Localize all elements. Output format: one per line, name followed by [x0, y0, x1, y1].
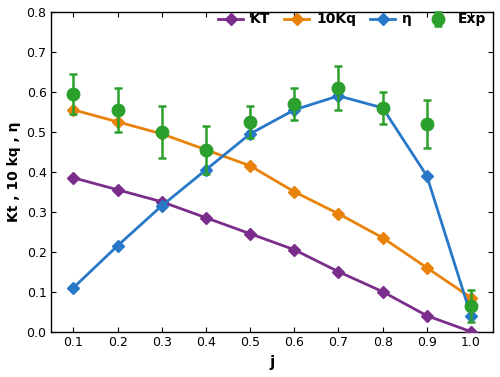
η — [203, 167, 209, 172]
10Kq — [159, 132, 165, 136]
KT — [203, 216, 209, 220]
Y-axis label: Kt , 10 kq , η: Kt , 10 kq , η — [7, 121, 21, 222]
η — [336, 93, 342, 98]
η — [292, 107, 298, 112]
η — [468, 313, 474, 318]
10Kq — [424, 265, 430, 270]
KT — [70, 176, 76, 180]
Line: η: η — [70, 92, 475, 320]
10Kq — [203, 147, 209, 152]
η — [159, 204, 165, 208]
KT — [424, 313, 430, 318]
KT — [247, 231, 253, 236]
X-axis label: j: j — [270, 355, 275, 370]
10Kq — [70, 107, 76, 112]
10Kq — [468, 296, 474, 300]
Legend: KT, 10Kq, η, Exp: KT, 10Kq, η, Exp — [212, 7, 492, 32]
10Kq — [247, 164, 253, 168]
η — [247, 132, 253, 136]
10Kq — [292, 190, 298, 194]
10Kq — [380, 236, 386, 240]
10Kq — [114, 120, 120, 124]
η — [70, 285, 76, 290]
KT — [159, 199, 165, 204]
10Kq — [336, 211, 342, 216]
KT — [114, 187, 120, 192]
KT — [336, 270, 342, 274]
KT — [380, 290, 386, 294]
η — [114, 244, 120, 248]
η — [424, 173, 430, 178]
η — [380, 106, 386, 110]
Line: KT: KT — [70, 174, 475, 336]
Line: 10Kq: 10Kq — [70, 106, 475, 302]
KT — [292, 247, 298, 252]
KT — [468, 329, 474, 334]
